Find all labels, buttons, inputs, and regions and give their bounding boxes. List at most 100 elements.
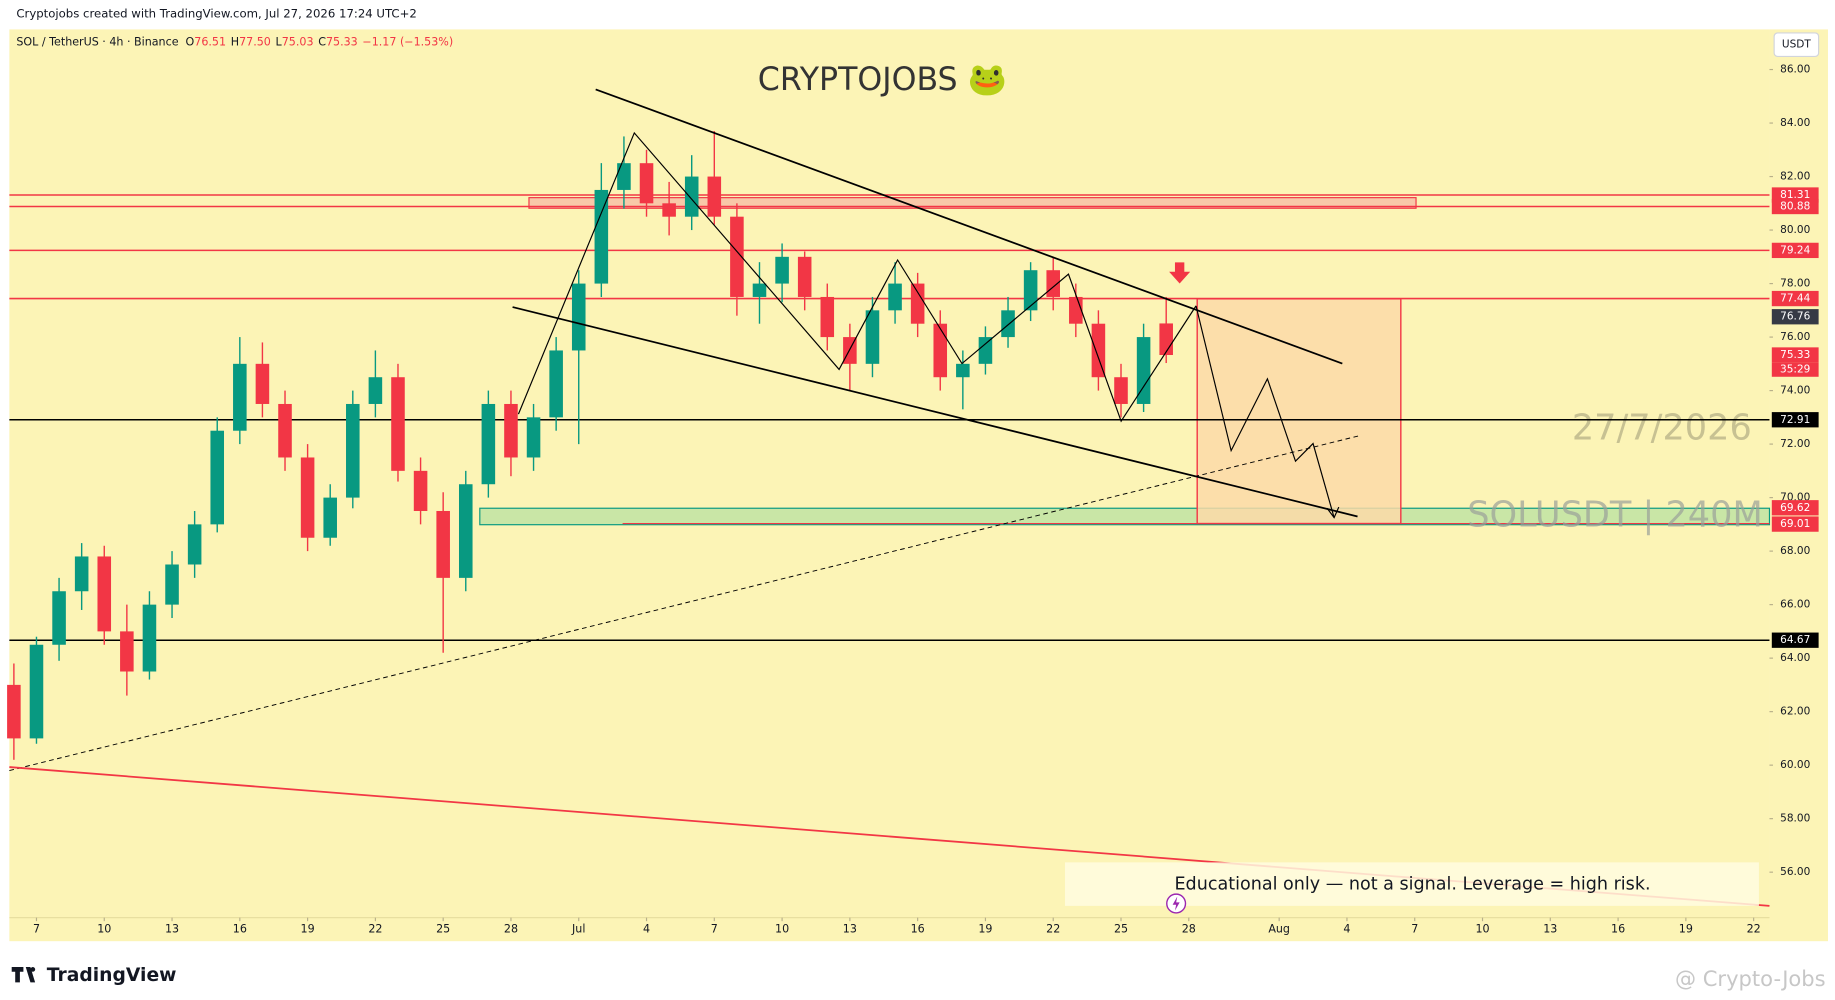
- x-tick-label: 19: [978, 922, 992, 935]
- y-tick-label: 68.00: [1780, 545, 1810, 557]
- x-tick-label: 7: [33, 922, 40, 935]
- x-tick-label: 10: [775, 922, 789, 935]
- ohlc-key: C: [318, 35, 326, 48]
- candle-body: [1159, 323, 1173, 356]
- y-tick-label: 64.00: [1780, 652, 1810, 664]
- change: −1.17 (−1.53%): [362, 35, 453, 48]
- candle-body: [323, 497, 337, 538]
- sell-arrow: [1169, 262, 1191, 284]
- candle-body: [549, 350, 563, 418]
- level-label: 69.62: [1780, 502, 1810, 514]
- x-tick-label: 4: [1343, 922, 1350, 935]
- watermark-symbol: SOLUSDT | 240M: [1467, 494, 1763, 535]
- x-tick-label: 28: [504, 922, 518, 935]
- y-tick-label: 86.00: [1780, 64, 1810, 76]
- level-label: 81.31: [1780, 189, 1810, 201]
- level-label: 79.24: [1780, 244, 1810, 256]
- brand-icon: [11, 967, 36, 983]
- candle-body: [368, 377, 383, 404]
- level-label-box: [1771, 242, 1819, 259]
- price-axis: [1769, 29, 1828, 942]
- currency-label[interactable]: USDT: [1782, 39, 1811, 51]
- x-tick-label: 13: [165, 922, 179, 935]
- plot-area: [9, 29, 1770, 942]
- symbol: SOL / TetherUS · 4h · Binance: [16, 35, 178, 48]
- candle-body: [526, 417, 541, 458]
- x-tick-label: 16: [911, 922, 925, 935]
- candle-body: [1001, 310, 1015, 338]
- level-label-box: [1771, 309, 1819, 325]
- level-label: 80.88: [1780, 201, 1810, 213]
- projection-arrow: [1326, 506, 1340, 519]
- candle-body: [978, 337, 993, 364]
- level-label-box: [1771, 347, 1819, 363]
- candle-body: [346, 403, 360, 498]
- candle-body: [436, 510, 450, 578]
- candle-body: [933, 323, 948, 378]
- candle-body: [29, 644, 44, 739]
- ohlc-value: 77.50: [239, 35, 271, 48]
- candle-body: [481, 403, 496, 485]
- brand-name: TradingView: [47, 965, 177, 986]
- candle-body: [1136, 337, 1151, 404]
- x-tick-label: 16: [233, 922, 247, 935]
- candle-body: [278, 403, 292, 458]
- candle-body: [707, 176, 722, 217]
- x-tick-label: 7: [711, 922, 718, 935]
- candle-body: [684, 176, 699, 217]
- chart-title: CRYPTOJOBS 🐸: [758, 62, 1007, 98]
- x-tick-label: Aug: [1268, 922, 1290, 935]
- brand-logo: TradingView: [11, 965, 177, 986]
- level-label: 69.01: [1780, 518, 1810, 530]
- candle-body: [97, 556, 112, 632]
- candle-body: [888, 283, 902, 311]
- level-label: 77.44: [1780, 293, 1810, 305]
- y-tick-label: 82.00: [1780, 171, 1810, 183]
- x-tick-label: 22: [368, 922, 382, 935]
- x-tick-label: 13: [1543, 922, 1557, 935]
- x-tick-label: 25: [1114, 922, 1128, 935]
- ohlc-key: O: [186, 35, 195, 48]
- candle-body: [391, 377, 405, 471]
- ohlc-value: 76.51: [194, 35, 226, 48]
- currency-button[interactable]: [1773, 32, 1820, 58]
- ohlc-value: 75.03: [282, 35, 314, 48]
- candle-body: [797, 256, 812, 297]
- candle-body: [1069, 296, 1083, 324]
- candle-body: [639, 163, 654, 204]
- candle-body: [458, 484, 473, 578]
- ohlc-key: L: [276, 35, 283, 48]
- candle-body: [142, 604, 157, 672]
- y-tick-label: 56.00: [1780, 866, 1810, 878]
- y-axis: 56.0058.0060.0062.0064.0066.0068.0070.00…: [1769, 64, 1811, 878]
- header: Cryptojobs created with TradingView.com,…: [16, 7, 416, 21]
- x-tick-label: 28: [1182, 922, 1196, 935]
- ohlc-value: 75.33: [326, 35, 358, 48]
- candle-body: [662, 203, 676, 217]
- candle-body: [165, 564, 179, 605]
- level-label-box: [1771, 632, 1819, 648]
- symbol-legend: SOL / TetherUS · 4h · Binance O76.51 H77.5…: [16, 35, 453, 48]
- y-tick-label: 72.00: [1780, 438, 1810, 450]
- x-tick-label: 19: [301, 922, 315, 935]
- x-tick-label: 22: [1046, 922, 1060, 935]
- resistance-zone: [528, 197, 1417, 209]
- alert-bolt: [1172, 896, 1180, 911]
- upper-trendline: [595, 88, 1343, 365]
- credit: @ Crypto-Jobs: [1675, 966, 1826, 991]
- y-tick-label: 58.00: [1780, 813, 1810, 825]
- support-zone: [479, 507, 1771, 526]
- x-tick-label: 7: [1411, 922, 1418, 935]
- level-label-box: [1771, 290, 1819, 307]
- candle-body: [300, 457, 315, 538]
- x-tick-label: 25: [436, 922, 450, 935]
- y-tick-label: 84.00: [1780, 117, 1810, 129]
- candle-body: [865, 310, 880, 364]
- ohlc-key: H: [231, 35, 239, 48]
- candle-body: [775, 256, 789, 284]
- candle-body: [617, 163, 631, 190]
- x-tick-label: 16: [1611, 922, 1625, 935]
- candle-body: [7, 684, 21, 739]
